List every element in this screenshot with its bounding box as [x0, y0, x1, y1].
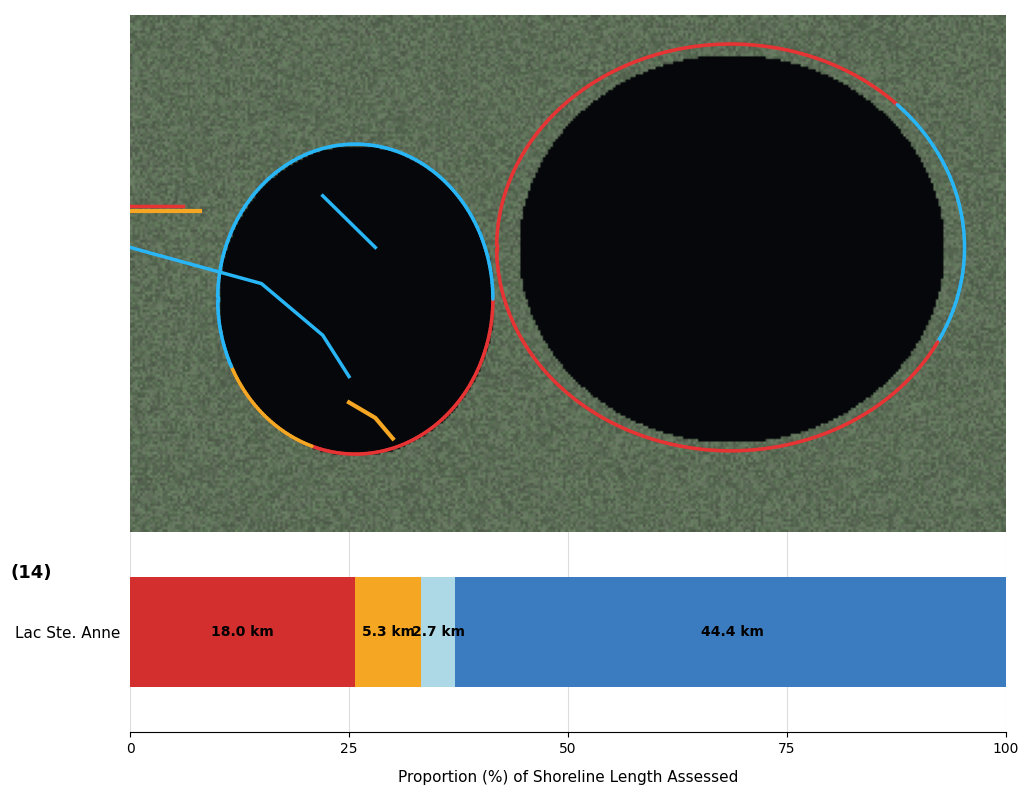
Bar: [130, 577, 355, 687]
Text: 5.3 km: 5.3 km: [362, 625, 415, 639]
Bar: [355, 577, 422, 687]
Text: 2.7 km: 2.7 km: [412, 625, 465, 639]
Text: 18.0 km: 18.0 km: [211, 625, 274, 639]
Bar: [455, 577, 1010, 687]
Bar: [422, 577, 455, 687]
X-axis label: Proportion (%) of Shoreline Length Assessed: Proportion (%) of Shoreline Length Asses…: [398, 770, 738, 785]
Text: 44.4 km: 44.4 km: [701, 625, 764, 639]
Text: (14): (14): [10, 564, 52, 582]
